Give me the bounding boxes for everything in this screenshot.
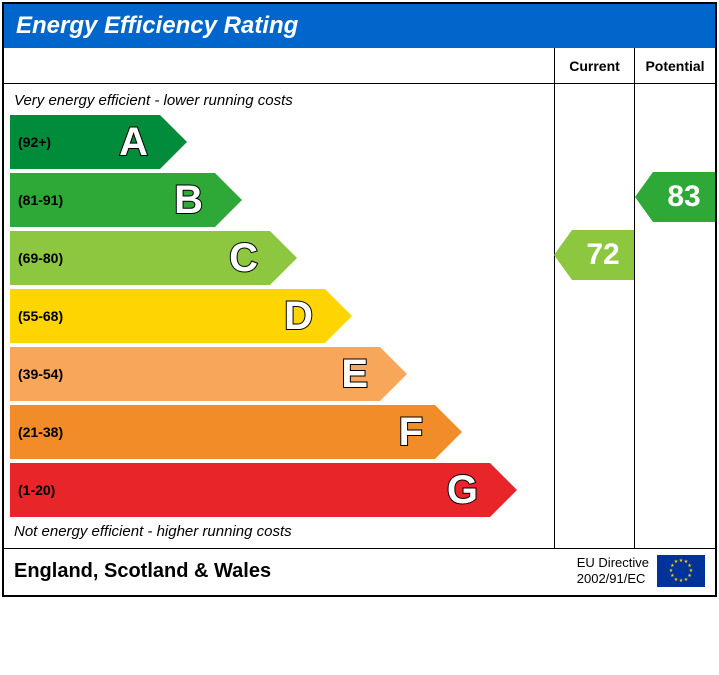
band-body: (21-38) F [10, 405, 435, 459]
band-range: (39-54) [18, 366, 63, 382]
band-arrow-icon [270, 231, 297, 285]
band-A: (92+) A [10, 115, 548, 169]
eu-flag-icon: ★★★★★★★★★★★★ [657, 555, 705, 587]
band-letter: D [284, 296, 313, 336]
title-bar: Energy Efficiency Rating [4, 4, 715, 48]
band-letter: G [447, 470, 478, 510]
rating-marker: 83 [635, 172, 715, 222]
band-arrow-icon [435, 405, 462, 459]
header-blank [4, 48, 555, 83]
band-range: (92+) [18, 134, 51, 150]
band-arrow-icon [490, 463, 517, 517]
directive-line2: 2002/91/EC [577, 571, 649, 587]
caption-bottom: Not energy efficient - higher running co… [14, 523, 544, 540]
marker-value: 72 [572, 230, 634, 280]
band-range: (21-38) [18, 424, 63, 440]
header-potential: Potential [635, 48, 715, 83]
band-arrow-icon [380, 347, 407, 401]
band-letter: C [229, 238, 258, 278]
band-D: (55-68) D [10, 289, 548, 343]
band-arrow-icon [160, 115, 187, 169]
band-C: (69-80) C [10, 231, 548, 285]
header-row: Current Potential [4, 48, 715, 84]
caption-top: Very energy efficient - lower running co… [14, 92, 544, 109]
band-F: (21-38) F [10, 405, 548, 459]
band-range: (81-91) [18, 192, 63, 208]
band-letter: E [341, 354, 368, 394]
band-range: (69-80) [18, 250, 63, 266]
header-current: Current [555, 48, 635, 83]
footer: England, Scotland & Wales EU Directive 2… [4, 548, 715, 595]
eu-star-icon: ★ [679, 578, 683, 584]
rating-bands: (92+) A (81-91) B (69-80) C (55-68) D (39-54) E (2… [10, 115, 548, 517]
band-E: (39-54) E [10, 347, 548, 401]
eu-star-icon: ★ [684, 577, 688, 583]
band-letter: F [399, 412, 423, 452]
band-body: (92+) A [10, 115, 160, 169]
band-body: (39-54) E [10, 347, 380, 401]
band-body: (1-20) G [10, 463, 490, 517]
rating-marker: 72 [554, 230, 634, 280]
chart-area: Very energy efficient - lower running co… [4, 84, 555, 548]
marker-arrow-icon [554, 230, 572, 280]
column-current: 72 [555, 84, 635, 548]
band-body: (81-91) B [10, 173, 215, 227]
band-arrow-icon [215, 173, 242, 227]
marker-arrow-icon [635, 172, 653, 222]
epc-chart: Energy Efficiency Rating Current Potenti… [2, 2, 717, 597]
band-body: (55-68) D [10, 289, 325, 343]
band-letter: A [119, 122, 148, 162]
directive-line1: EU Directive [577, 555, 649, 571]
eu-star-icon: ★ [674, 559, 678, 565]
footer-directive: EU Directive 2002/91/EC [577, 555, 649, 586]
band-range: (1-20) [18, 482, 55, 498]
column-potential: 83 [635, 84, 715, 548]
marker-value: 83 [653, 172, 715, 222]
footer-right: EU Directive 2002/91/EC ★★★★★★★★★★★★ [577, 555, 705, 587]
band-body: (69-80) C [10, 231, 270, 285]
band-arrow-icon [325, 289, 352, 343]
band-B: (81-91) B [10, 173, 548, 227]
footer-region: England, Scotland & Wales [14, 560, 271, 583]
chart-row: Very energy efficient - lower running co… [4, 84, 715, 548]
band-letter: B [174, 180, 203, 220]
band-G: (1-20) G [10, 463, 548, 517]
band-range: (55-68) [18, 308, 63, 324]
eu-star-icon: ★ [679, 558, 683, 564]
